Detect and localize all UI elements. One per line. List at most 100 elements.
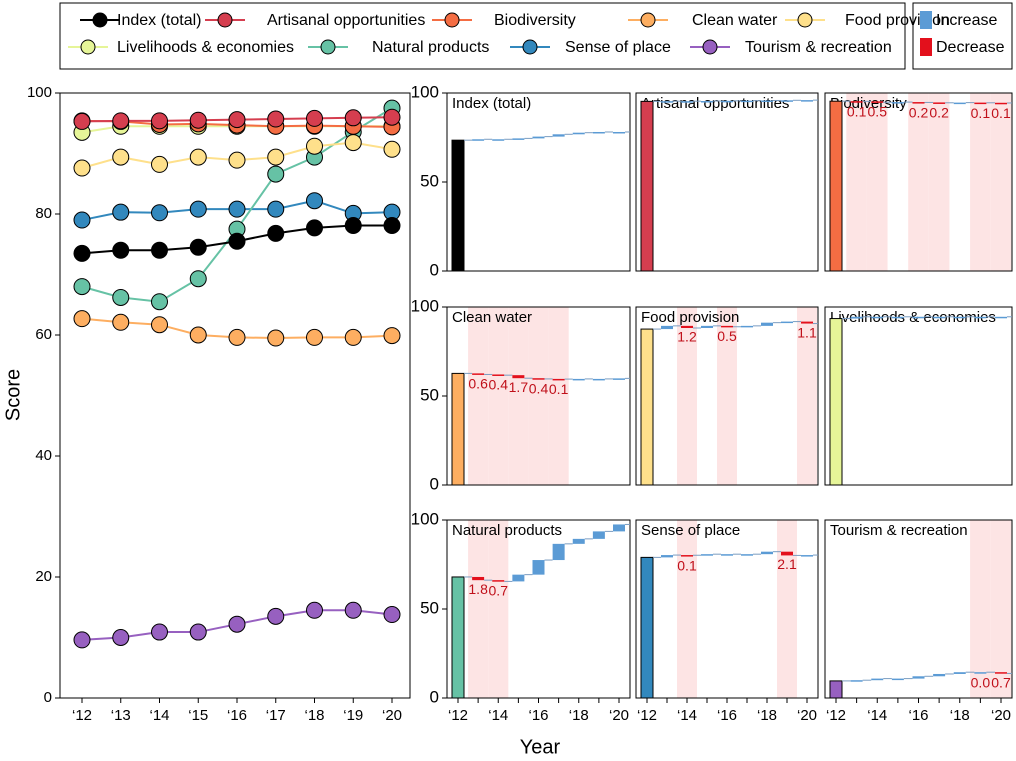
point xyxy=(73,278,91,296)
point xyxy=(112,288,130,306)
change-bar xyxy=(912,102,925,104)
change-legend-box xyxy=(912,2,1013,70)
start-bar xyxy=(640,556,654,699)
legend-label: Increase xyxy=(936,12,997,29)
change-bar xyxy=(572,538,585,544)
y-tick-label: 50 xyxy=(420,171,439,190)
decrease-label: 0.7 xyxy=(489,582,509,598)
point xyxy=(383,606,401,624)
x-tick-label: ‘14 xyxy=(867,707,887,724)
change-bar xyxy=(850,680,863,682)
change-bar xyxy=(741,554,753,556)
legend-label: Natural products xyxy=(372,39,489,56)
decrease-shade xyxy=(488,307,509,485)
decrease-shade xyxy=(990,520,1012,698)
decrease-shade xyxy=(677,307,697,485)
change-bar xyxy=(912,316,925,319)
change-bar xyxy=(933,102,946,104)
change-bar xyxy=(512,138,525,140)
point xyxy=(267,607,285,625)
point xyxy=(112,112,130,130)
point xyxy=(189,238,207,256)
change-bar xyxy=(572,378,585,381)
point xyxy=(228,111,246,129)
legend-label: Livelihoods & economies xyxy=(117,39,294,56)
legend-marker xyxy=(320,39,336,55)
y-axis-label: Score xyxy=(2,369,24,421)
point xyxy=(306,328,323,346)
decrease-shade xyxy=(990,93,1012,271)
decrease-shade xyxy=(548,307,569,485)
point xyxy=(344,601,362,619)
start-bar xyxy=(829,680,843,699)
change-bar xyxy=(974,672,987,674)
change-bar xyxy=(492,580,505,582)
change-bar xyxy=(801,321,813,324)
panel-title: Artisanal opportunities xyxy=(641,95,789,112)
change-bar xyxy=(613,378,625,380)
decrease-label: 0.5 xyxy=(717,328,737,344)
change-bar xyxy=(761,551,773,555)
decrease-shade xyxy=(677,520,697,698)
point xyxy=(189,148,207,166)
point xyxy=(383,108,401,126)
point xyxy=(306,601,323,619)
x-tick-label: ‘14 xyxy=(149,707,169,724)
legend-marker xyxy=(797,12,813,28)
start-bar xyxy=(640,328,654,486)
point xyxy=(344,328,362,346)
change-bar xyxy=(781,100,793,102)
legend-swatch xyxy=(920,11,932,29)
change-bar xyxy=(871,101,884,103)
x-tick-label: ‘20 xyxy=(797,707,817,724)
change-bar xyxy=(552,378,565,381)
change-bar xyxy=(995,672,1007,674)
point xyxy=(383,327,401,345)
change-bar xyxy=(953,316,966,319)
point xyxy=(267,110,285,128)
point xyxy=(112,203,130,221)
x-tick-label: ‘13 xyxy=(111,707,131,724)
decrease-shade xyxy=(970,93,991,271)
decrease-shade xyxy=(468,520,489,698)
decrease-label: 0.0 xyxy=(971,674,991,690)
change-bar xyxy=(933,316,946,319)
y-tick-label: 60 xyxy=(35,326,52,343)
legend-label: Decrease xyxy=(936,39,1005,56)
change-bar xyxy=(995,102,1007,105)
point xyxy=(73,211,91,229)
x-tick-label: ‘15 xyxy=(188,707,208,724)
y-tick-label: 0 xyxy=(44,689,52,706)
change-bar xyxy=(953,102,966,105)
point xyxy=(344,109,362,127)
start-bar xyxy=(451,139,465,272)
decrease-label: 0.1 xyxy=(971,105,991,121)
panel-title: Biodiversity xyxy=(830,95,907,112)
panel-title: Tourism & recreation xyxy=(830,522,968,539)
change-bar xyxy=(613,131,625,134)
point xyxy=(73,244,91,262)
point xyxy=(73,112,91,130)
x-tick-label: ‘18 xyxy=(304,707,324,724)
point xyxy=(189,200,207,218)
point xyxy=(112,629,130,646)
legend-label: Tourism & recreation xyxy=(745,39,892,56)
decrease-shade xyxy=(866,93,888,271)
decrease-label: 0.2 xyxy=(929,105,949,121)
x-tick-label: ‘12 xyxy=(448,707,468,724)
start-bar xyxy=(451,576,465,699)
change-bar xyxy=(532,560,545,575)
x-tick-label: ‘18 xyxy=(950,707,970,724)
start-bar xyxy=(829,100,843,272)
legend-label: Artisanal opportunities xyxy=(267,12,425,29)
point xyxy=(228,328,246,346)
legend-label: Sense of place xyxy=(565,39,671,56)
decrease-label: 2.1 xyxy=(777,556,797,572)
panel-title: Clean water xyxy=(452,309,532,326)
point xyxy=(383,216,401,234)
change-bar xyxy=(761,100,773,102)
decrease-shade xyxy=(970,520,991,698)
panel-frame xyxy=(824,306,1013,486)
plot-frame xyxy=(59,92,411,699)
